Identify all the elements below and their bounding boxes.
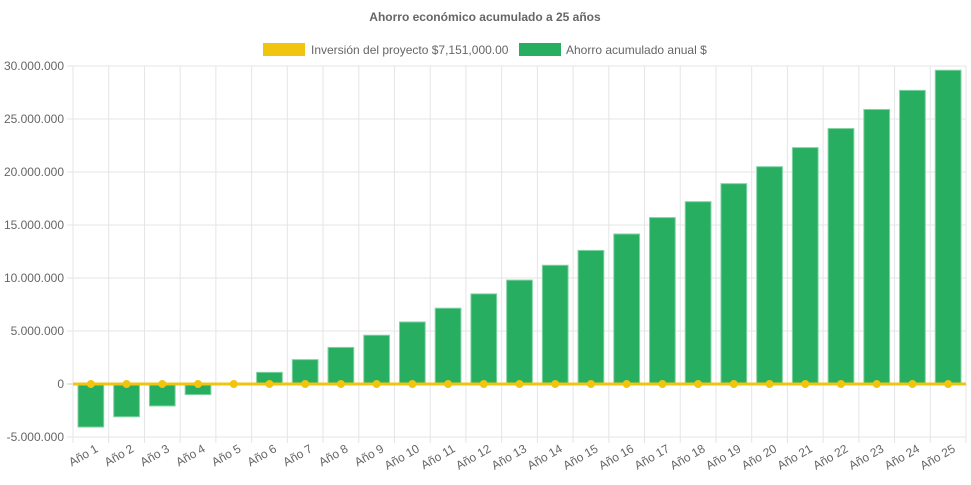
investment-point — [479, 380, 488, 388]
x-tick-label: Año 14 — [525, 441, 565, 472]
legend-swatch-investment[interactable] — [263, 43, 305, 56]
investment-point — [801, 380, 810, 388]
x-tick-label: Año 25 — [918, 441, 958, 472]
x-tick-label: Año 9 — [352, 441, 386, 469]
x-tick-label: Año 18 — [668, 441, 708, 472]
chart-title: Ahorro económico acumulado a 25 años — [369, 10, 601, 24]
investment-point — [658, 380, 667, 388]
bar-savings — [863, 108, 891, 385]
legend-label-savings[interactable]: Ahorro acumulado anual $ — [566, 43, 707, 57]
bar-savings — [649, 217, 676, 385]
investment-point — [694, 380, 703, 388]
investment-point — [586, 380, 595, 388]
y-tick-label: 5.000.000 — [11, 324, 65, 338]
investment-point — [765, 380, 774, 388]
x-tick-label: Año 5 — [209, 441, 243, 469]
x-tick-label: Año 23 — [846, 441, 886, 472]
x-tick-label: Año 19 — [703, 441, 743, 472]
investment-point — [944, 380, 953, 388]
y-tick-label: 30.000.000 — [4, 59, 64, 73]
x-tick-label: Año 20 — [739, 441, 779, 472]
bar-savings — [506, 279, 533, 385]
bar-savings — [363, 334, 390, 385]
investment-point — [515, 380, 524, 388]
x-tick-label: Año 2 — [102, 441, 136, 469]
x-tick-label: Año 6 — [245, 441, 279, 469]
y-tick-label: 20.000.000 — [4, 165, 64, 179]
investment-point — [265, 380, 274, 388]
investment-point — [86, 380, 95, 388]
x-tick-label: Año 1 — [66, 441, 100, 469]
x-tick-label: Año 12 — [453, 441, 493, 472]
bar-savings — [827, 128, 855, 385]
bar-savings — [398, 321, 426, 385]
x-tick-label: Año 3 — [138, 441, 172, 469]
investment-point — [229, 380, 238, 388]
legend: Inversión del proyecto $7,151,000.00 Aho… — [263, 43, 707, 57]
x-tick-label: Año 24 — [882, 441, 922, 472]
bar-savings — [720, 183, 748, 385]
investment-point — [444, 380, 453, 388]
x-tick-label: Año 4 — [173, 441, 207, 469]
bar-savings — [113, 383, 140, 418]
y-tick-label: -5.000.000 — [7, 430, 65, 444]
investment-point — [622, 380, 631, 388]
bar-savings — [434, 307, 462, 385]
bar-savings — [77, 383, 105, 428]
investment-point — [372, 380, 381, 388]
investment-point — [908, 380, 917, 388]
investment-point — [301, 380, 310, 388]
x-tick-label: Año 22 — [811, 441, 851, 472]
x-tick-label: Año 11 — [418, 441, 457, 472]
bar-savings — [541, 264, 569, 385]
investment-point — [729, 380, 738, 388]
investment-point — [408, 380, 417, 388]
bar-savings — [327, 346, 355, 385]
bar-savings — [613, 233, 641, 385]
bar-savings — [756, 166, 783, 385]
x-tick-label: Año 10 — [382, 441, 422, 472]
y-tick-label: 0 — [57, 377, 64, 391]
y-tick-label: 25.000.000 — [4, 112, 64, 126]
investment-point — [551, 380, 560, 388]
x-tick-label: Año 13 — [489, 441, 529, 472]
investment-point — [122, 380, 131, 388]
investment-point — [194, 380, 203, 388]
x-tick-label: Año 16 — [596, 441, 636, 472]
bar-savings — [684, 201, 712, 385]
bar-savings — [934, 69, 962, 385]
investment-point — [872, 380, 881, 388]
x-tick-label: Año 21 — [775, 441, 815, 472]
x-tick-label: Año 8 — [316, 441, 350, 469]
legend-label-investment[interactable]: Inversión del proyecto $7,151,000.00 — [311, 43, 509, 57]
bar-savings — [470, 293, 498, 385]
investment-point — [158, 380, 167, 388]
x-tick-label: Año 7 — [281, 441, 315, 469]
y-tick-label: 15.000.000 — [4, 218, 64, 232]
investment-point — [836, 380, 845, 388]
bar-savings — [791, 147, 819, 385]
legend-swatch-savings[interactable] — [519, 43, 561, 56]
x-tick-label: Año 15 — [560, 441, 600, 472]
bar-savings — [899, 89, 926, 385]
x-tick-label: Año 17 — [632, 441, 672, 472]
y-tick-label: 10.000.000 — [4, 271, 64, 285]
bar-savings — [577, 249, 605, 385]
investment-point — [336, 380, 345, 388]
